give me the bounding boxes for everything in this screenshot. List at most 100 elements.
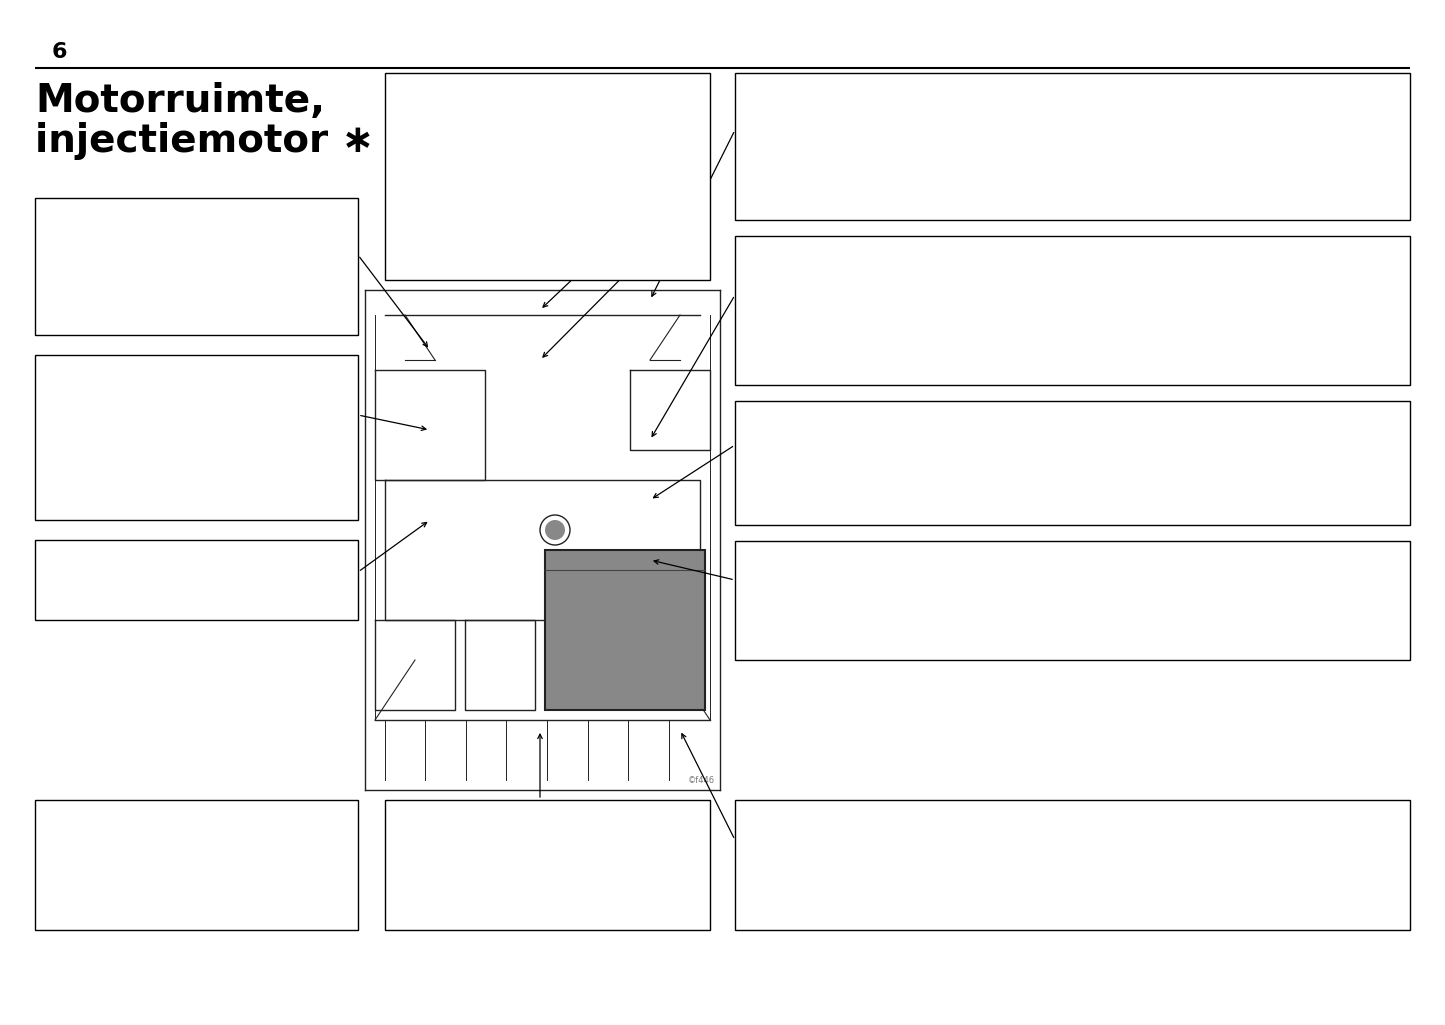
Text: 220: 220 (1379, 860, 1402, 873)
Bar (736, 73, 1410, 220)
Text: 216: 216 (1379, 92, 1402, 106)
Text: Waarschuwingsstickers_____: Waarschuwingsstickers_____ (43, 285, 220, 298)
Text: Vloeistof controleren/bijvullen: Vloeistof controleren/bijvullen (43, 591, 230, 604)
Text: 213: 213 (678, 124, 702, 137)
Text: Handbak ________________: Handbak ________________ (43, 890, 202, 903)
Text: 213: 213 (678, 864, 702, 877)
Text: Ladingstoestand accu __________: Ladingstoestand accu __________ (743, 860, 946, 873)
Text: Temperatuurmeter _____________: Temperatuurmeter _____________ (743, 191, 945, 204)
Text: Motorolie, bijvullen_____________: Motorolie, bijvullen_____________ (393, 156, 592, 169)
Text: Oliekwaliteit, viscositeit __________: Oliekwaliteit, viscositeit __________ (393, 188, 608, 201)
Text: 207: 207 (678, 92, 702, 105)
Text: 283: 283 (327, 237, 350, 250)
Text: 220: 220 (1379, 822, 1402, 835)
Bar (736, 401, 1410, 525)
Text: 245: 245 (1379, 498, 1402, 511)
Text: Zekeringen vervangen _____: Zekeringen vervangen _____ (743, 417, 920, 430)
Bar (35, 198, 358, 335)
Bar (35, 540, 358, 620)
Text: Motornummer __________: Motornummer __________ (43, 261, 198, 275)
Text: (ACC)________________: (ACC)________________ (43, 433, 182, 445)
Bar (545, 550, 705, 710)
Text: 276: 276 (678, 188, 702, 201)
Text: 283: 283 (327, 310, 350, 323)
Text: Zekeringentabel ___________: Zekeringentabel ___________ (743, 498, 919, 511)
Text: injectiemotor ∗: injectiemotor ∗ (35, 122, 374, 160)
Bar (736, 541, 1410, 660)
Text: 224: 224 (1379, 582, 1402, 596)
Text: 219: 219 (327, 559, 350, 572)
Text: Rijden tijdens de zomer __________: Rijden tijdens de zomer __________ (743, 125, 958, 138)
Text: 270: 270 (327, 433, 350, 445)
Text: Relais ________________: Relais ________________ (743, 472, 884, 485)
Bar (384, 73, 709, 280)
Text: 213: 213 (678, 156, 702, 169)
Text: Koelvloeistof, controleren/bijvullen: Koelvloeistof, controleren/bijvullen (743, 92, 959, 106)
Text: Motor, beschrijving_____________: Motor, beschrijving_____________ (393, 92, 594, 105)
Bar (384, 800, 709, 930)
Text: Accu____________________: Accu____________________ (743, 822, 899, 835)
Text: Starthulp met hulpaccu _________: Starthulp met hulpaccu _________ (743, 898, 951, 911)
Text: 276: 276 (678, 219, 702, 233)
Text: 278: 278 (327, 475, 350, 488)
Text: 222: 222 (327, 390, 350, 403)
Text: Relais- en zekeringhouder _: Relais- en zekeringhouder _ (743, 445, 916, 457)
Text: 276: 276 (1379, 158, 1402, 171)
Text: Ontstekingssysteem ______: Ontstekingssysteem ______ (43, 496, 212, 509)
Text: 158: 158 (327, 368, 350, 381)
Text: 224: 224 (1379, 633, 1402, 647)
Text: Remsysteem _____________: Remsysteem _____________ (743, 332, 909, 345)
Text: 156: 156 (678, 251, 702, 264)
Bar (35, 800, 358, 930)
Text: Motorolie, verversen ___________: Motorolie, verversen ___________ (393, 124, 594, 137)
Text: 175: 175 (1379, 279, 1402, 292)
Text: Remblokken ______________: Remblokken ______________ (743, 305, 912, 319)
Text: Bougies ______________: Bougies ______________ (43, 475, 185, 488)
Text: Kleurcode _____________: Kleurcode _____________ (43, 237, 191, 250)
Bar (736, 800, 1410, 930)
Bar (736, 236, 1410, 385)
Text: 219: 219 (327, 591, 350, 604)
Text: 6: 6 (52, 42, 68, 61)
Text: Belangrijke informatie voor het rijden: Belangrijke informatie voor het rijden (393, 251, 627, 264)
Text: 222: 222 (327, 453, 350, 466)
Text: 240: 240 (1379, 445, 1402, 457)
Text: (ABS)________________: (ABS)________________ (743, 279, 881, 292)
Text: Chassisnummer _________: Chassisnummer _________ (43, 213, 204, 226)
Text: ©f446: ©f446 (688, 776, 715, 785)
Text: Technische gegevens, motor_____: Technische gegevens, motor_____ (393, 219, 604, 233)
Text: Remvloeistof______________: Remvloeistof______________ (743, 359, 912, 371)
Text: Anti-blokkeerremsysteem: Anti-blokkeerremsysteem (743, 252, 903, 265)
Text: 166: 166 (327, 890, 350, 903)
Text: 225: 225 (1379, 608, 1402, 621)
Text: Vloeistof bijvullen _________: Vloeistof bijvullen _________ (743, 582, 915, 596)
Text: Radiateur___________________: Radiateur___________________ (743, 158, 923, 171)
Text: 283: 283 (327, 261, 350, 275)
Text: Sproeiknoppen ___________: Sproeiknoppen ___________ (743, 608, 909, 621)
Text: 245: 245 (1379, 472, 1402, 485)
Bar (355, 280, 730, 800)
Text: Dynamo_______________: Dynamo_______________ (43, 453, 189, 466)
Text: Versnellingsbaknummer ___: Versnellingsbaknummer ___ (43, 310, 217, 323)
Text: Automaatbak ________________: Automaatbak ________________ (43, 833, 231, 846)
Text: 218: 218 (1379, 305, 1402, 319)
Text: Hendel, sproeiers/wissers _: Hendel, sproeiers/wissers _ (743, 557, 913, 570)
Text: Uitlaatgasreiniging__________: Uitlaatgasreiniging__________ (43, 368, 224, 381)
Text: Aandrijfriem _____________: Aandrijfriem _____________ (43, 390, 205, 403)
Text: 108: 108 (1379, 557, 1402, 570)
Bar (35, 355, 358, 520)
Text: Motorolie, peil controleren ________: Motorolie, peil controleren ________ (393, 864, 611, 877)
Text: 240: 240 (1379, 417, 1402, 430)
Text: 218: 218 (1379, 359, 1402, 371)
Text: 191: 191 (1379, 125, 1402, 138)
Text: Sproeiervloeistof__________: Sproeiervloeistof__________ (743, 633, 912, 647)
Text: 283: 283 (327, 213, 350, 226)
Text: 11: 11 (334, 285, 350, 298)
Text: Stuurbekrachtiging__________: Stuurbekrachtiging__________ (43, 559, 225, 572)
Text: 200: 200 (1379, 898, 1402, 911)
Text: Eenvoudig storingzoeken: Eenvoudig storingzoeken (43, 411, 201, 423)
Text: 278: 278 (1379, 332, 1402, 345)
Text: 91: 91 (1386, 191, 1402, 204)
Text: 167: 167 (327, 833, 350, 846)
Circle shape (545, 520, 565, 540)
